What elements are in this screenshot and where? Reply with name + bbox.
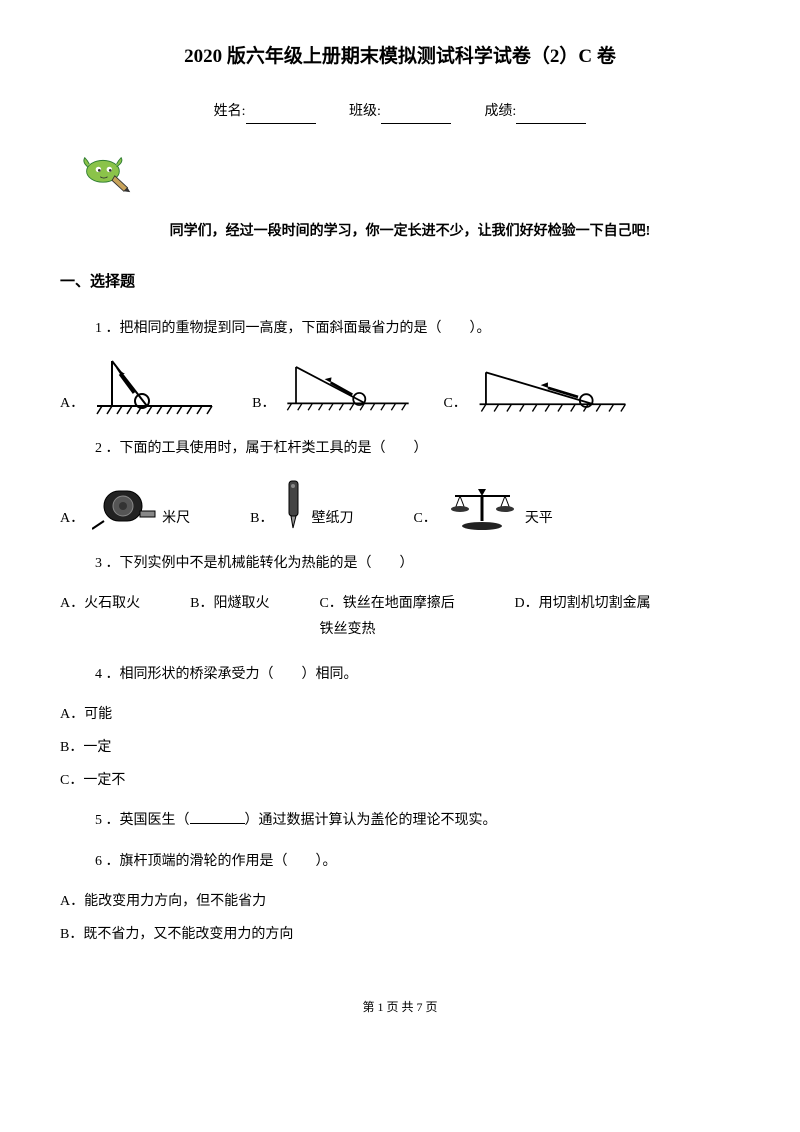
q2-optc-text: 天平 — [525, 506, 553, 531]
q3-option-b: B．阳燧取火 — [190, 591, 269, 641]
ramp-shallow-icon — [475, 356, 630, 416]
q5-before: 5 ．英国医生（ — [95, 813, 190, 828]
q3-option-a: A．火石取火 — [60, 591, 140, 641]
section-heading: 一、选择题 — [60, 269, 740, 296]
q3-option-d: D．用切割机切割金属 — [514, 591, 650, 641]
q2-text: 2 ．下面的工具使用时，属于杠杆类工具的是（ ） — [95, 436, 740, 461]
q5-blank — [190, 823, 245, 824]
q2-option-b: B． 壁纸刀 — [250, 476, 353, 531]
q2-opta-label: A． — [60, 506, 84, 531]
q5-after: ）通过数据计算认为盖伦的理论不现实。 — [245, 813, 497, 828]
q2-optb-label: B． — [250, 506, 273, 531]
q1-opta-label: A． — [60, 391, 84, 416]
ramp-medium-icon — [283, 356, 413, 416]
q4-options: A．可能 B．一定 C．一定不 — [60, 702, 740, 794]
q1-option-a: A． — [60, 356, 222, 416]
name-label: 姓名: — [214, 104, 246, 119]
q4-text: 4 ．相同形状的桥梁承受力（ ）相同。 — [95, 662, 740, 687]
tape-measure-icon — [92, 481, 157, 531]
q3-options: A．火石取火 B．阳燧取火 C．铁丝在地面摩擦后铁丝变热 D．用切割机切割金属 — [60, 591, 740, 641]
q6-option-a: A．能改变用力方向，但不能省力 — [60, 889, 740, 914]
q1-option-b: B． — [252, 356, 413, 416]
class-blank — [381, 106, 451, 124]
q1-optb-label: B． — [252, 391, 275, 416]
info-line: 姓名: 班级: 成绩: — [60, 99, 740, 124]
q1-options: A． B． — [60, 356, 740, 416]
q2-opta-text: 米尺 — [162, 506, 190, 531]
page-footer: 第 1 页 共 7 页 — [60, 997, 740, 1019]
q1-optc-label: C． — [443, 391, 466, 416]
q4-option-a: A．可能 — [60, 702, 740, 727]
pencil-icon — [80, 144, 740, 203]
q3-text: 3 ．下列实例中不是机械能转化为热能的是（ ） — [95, 551, 740, 576]
q2-options: A． 米尺 B． 壁纸刀 C． — [60, 476, 740, 531]
q3-option-c: C．铁丝在地面摩擦后铁丝变热 — [319, 591, 464, 641]
score-label: 成绩: — [484, 104, 516, 119]
encourage-text: 同学们，经过一段时间的学习，你一定长进不少，让我们好好检验一下自己吧! — [80, 219, 740, 244]
q2-option-c: C． 天平 — [413, 481, 552, 531]
q2-optb-text: 壁纸刀 — [311, 506, 353, 531]
utility-knife-icon — [281, 476, 306, 531]
q4-option-c: C．一定不 — [60, 768, 740, 793]
q4-option-b: B．一定 — [60, 735, 740, 760]
page-title: 2020 版六年级上册期末模拟测试科学试卷（2）C 卷 — [60, 40, 740, 74]
q1-text: 1 ．把相同的重物提到同一高度，下面斜面最省力的是（ ）。 — [95, 316, 740, 341]
q5-text: 5 ．英国医生（ ）通过数据计算认为盖伦的理论不现实。 — [95, 808, 740, 833]
q6-options: A．能改变用力方向，但不能省力 B．既不省力，又不能改变用力的方向 — [60, 889, 740, 947]
q6-option-b: B．既不省力，又不能改变用力的方向 — [60, 922, 740, 947]
q6-text: 6 ．旗杆顶端的滑轮的作用是（ ）。 — [95, 849, 740, 874]
name-blank — [246, 106, 316, 124]
q2-option-a: A． 米尺 — [60, 481, 190, 531]
class-label: 班级: — [349, 104, 381, 119]
q1-option-c: C． — [443, 356, 629, 416]
ramp-steep-icon — [92, 356, 222, 416]
balance-scale-icon — [445, 481, 520, 531]
q2-optc-label: C． — [413, 506, 436, 531]
score-blank — [516, 106, 586, 124]
